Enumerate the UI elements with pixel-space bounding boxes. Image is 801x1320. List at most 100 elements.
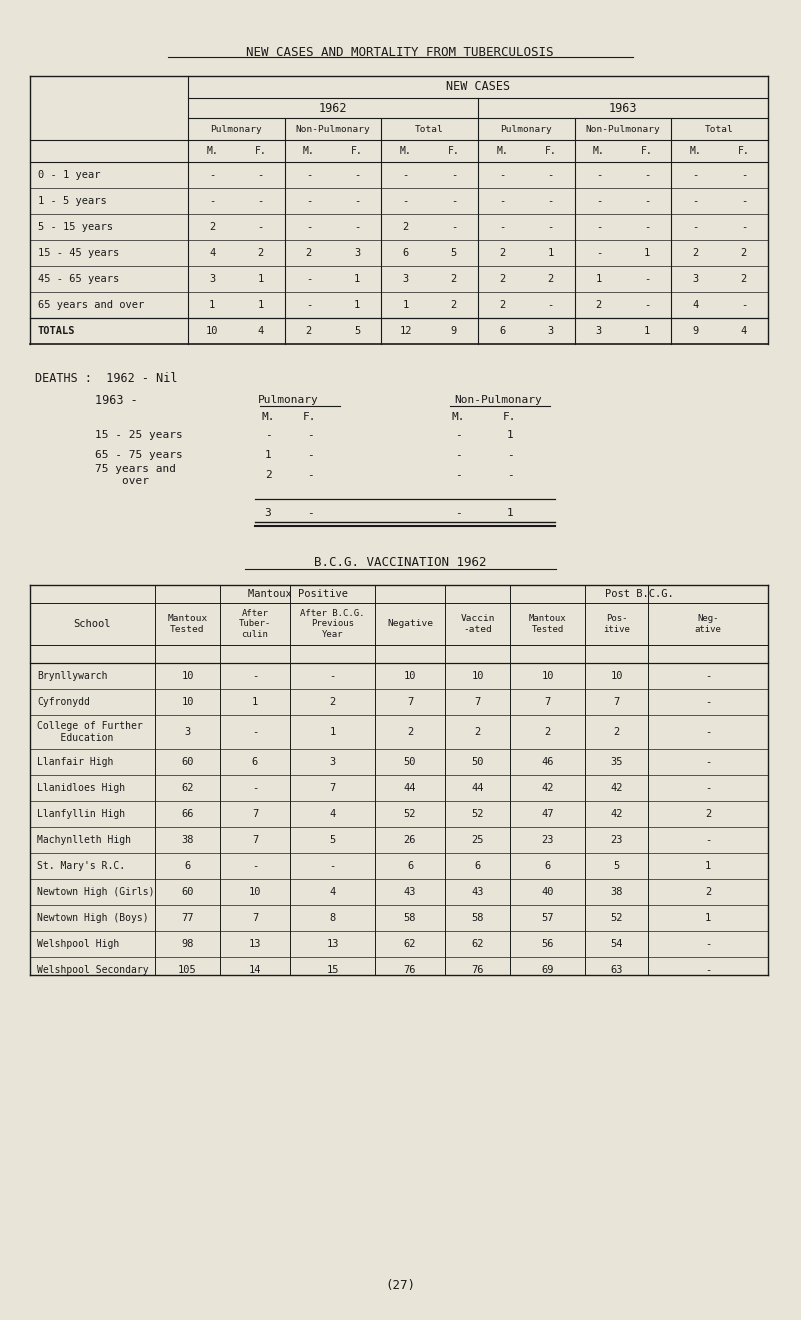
- Text: -: -: [455, 508, 461, 517]
- Text: -: -: [257, 222, 264, 232]
- Text: 2: 2: [596, 300, 602, 310]
- Text: Vaccin
-ated: Vaccin -ated: [461, 614, 495, 634]
- Text: 1: 1: [209, 300, 215, 310]
- Text: 1 - 5 years: 1 - 5 years: [38, 195, 107, 206]
- Text: 2: 2: [474, 727, 481, 737]
- Text: Non-Pulmonary: Non-Pulmonary: [586, 124, 660, 133]
- Text: 7: 7: [545, 697, 550, 708]
- Text: 6: 6: [184, 861, 191, 871]
- Text: 10: 10: [181, 671, 194, 681]
- Text: 3: 3: [402, 275, 409, 284]
- Text: F.: F.: [738, 147, 750, 156]
- Text: 5 - 15 years: 5 - 15 years: [38, 222, 113, 232]
- Text: -: -: [499, 222, 505, 232]
- Text: -: -: [455, 470, 461, 480]
- Text: Cyfronydd: Cyfronydd: [37, 697, 90, 708]
- Text: TOTALS: TOTALS: [38, 326, 75, 337]
- Text: Pulmonary: Pulmonary: [501, 124, 552, 133]
- Text: 105: 105: [178, 965, 197, 975]
- Text: 23: 23: [541, 836, 553, 845]
- Text: 62: 62: [471, 939, 484, 949]
- Text: 25: 25: [471, 836, 484, 845]
- Text: 2: 2: [451, 300, 457, 310]
- Text: 57: 57: [541, 913, 553, 923]
- Text: 7: 7: [329, 783, 336, 793]
- Text: 52: 52: [471, 809, 484, 818]
- Text: 44: 44: [404, 783, 417, 793]
- Text: F.: F.: [304, 412, 316, 422]
- Text: 2: 2: [545, 727, 550, 737]
- Text: F.: F.: [642, 147, 653, 156]
- Text: 1: 1: [354, 275, 360, 284]
- Text: -: -: [692, 222, 698, 232]
- Text: -: -: [257, 195, 264, 206]
- Text: -: -: [692, 195, 698, 206]
- Text: M.: M.: [451, 412, 465, 422]
- Text: St. Mary's R.C.: St. Mary's R.C.: [37, 861, 125, 871]
- Text: 1: 1: [644, 248, 650, 257]
- Text: -: -: [402, 170, 409, 180]
- Text: 40: 40: [541, 887, 553, 898]
- Text: Machynlleth High: Machynlleth High: [37, 836, 131, 845]
- Text: -: -: [264, 430, 272, 440]
- Text: 3: 3: [184, 727, 191, 737]
- Text: -: -: [209, 195, 215, 206]
- Text: 1: 1: [506, 430, 513, 440]
- Text: Total: Total: [706, 124, 734, 133]
- Text: 4: 4: [692, 300, 698, 310]
- Text: -: -: [705, 727, 711, 737]
- Text: 54: 54: [610, 939, 622, 949]
- Text: Post B.C.G.: Post B.C.G.: [605, 589, 674, 599]
- Text: 6: 6: [252, 756, 258, 767]
- Text: 1: 1: [354, 300, 360, 310]
- Text: Llanfyllin High: Llanfyllin High: [37, 809, 125, 818]
- Text: -: -: [252, 671, 258, 681]
- Text: -: -: [596, 195, 602, 206]
- Text: 3: 3: [547, 326, 553, 337]
- Text: 63: 63: [610, 965, 622, 975]
- Text: 2: 2: [407, 727, 413, 737]
- Text: 5: 5: [354, 326, 360, 337]
- Text: -: -: [402, 195, 409, 206]
- Text: -: -: [506, 470, 513, 480]
- Text: Welshpool High: Welshpool High: [37, 939, 119, 949]
- Text: 2: 2: [329, 697, 336, 708]
- Text: -: -: [705, 939, 711, 949]
- Text: 1: 1: [705, 861, 711, 871]
- Text: 23: 23: [610, 836, 622, 845]
- Text: DEATHS :  1962 - Nil: DEATHS : 1962 - Nil: [35, 372, 178, 385]
- Text: College of Further
    Education: College of Further Education: [37, 721, 143, 743]
- Text: -: -: [644, 275, 650, 284]
- Text: 50: 50: [404, 756, 417, 767]
- Text: 4: 4: [257, 326, 264, 337]
- Text: Newtown High (Boys): Newtown High (Boys): [37, 913, 149, 923]
- Text: 45 - 65 years: 45 - 65 years: [38, 275, 119, 284]
- Text: 2: 2: [741, 275, 747, 284]
- Text: 43: 43: [404, 887, 417, 898]
- Text: -: -: [499, 195, 505, 206]
- Text: -: -: [354, 170, 360, 180]
- Text: -: -: [705, 965, 711, 975]
- Text: 46: 46: [541, 756, 553, 767]
- Text: 38: 38: [610, 887, 622, 898]
- Text: M.: M.: [303, 147, 315, 156]
- Text: Mantoux Positive: Mantoux Positive: [248, 589, 348, 599]
- Text: 5: 5: [614, 861, 620, 871]
- Text: -: -: [306, 195, 312, 206]
- Text: 2: 2: [402, 222, 409, 232]
- Text: M.: M.: [690, 147, 702, 156]
- Text: -: -: [354, 222, 360, 232]
- Text: -: -: [306, 170, 312, 180]
- Text: 2: 2: [705, 887, 711, 898]
- Text: -: -: [547, 222, 553, 232]
- Text: -: -: [644, 300, 650, 310]
- Text: F.: F.: [448, 147, 460, 156]
- Text: 6: 6: [407, 861, 413, 871]
- Text: 12: 12: [399, 326, 412, 337]
- Text: F.: F.: [545, 147, 557, 156]
- Text: 2: 2: [306, 326, 312, 337]
- Text: -: -: [692, 170, 698, 180]
- Text: B.C.G. VACCINATION 1962: B.C.G. VACCINATION 1962: [314, 557, 486, 569]
- Text: 13: 13: [326, 939, 339, 949]
- Text: 3: 3: [692, 275, 698, 284]
